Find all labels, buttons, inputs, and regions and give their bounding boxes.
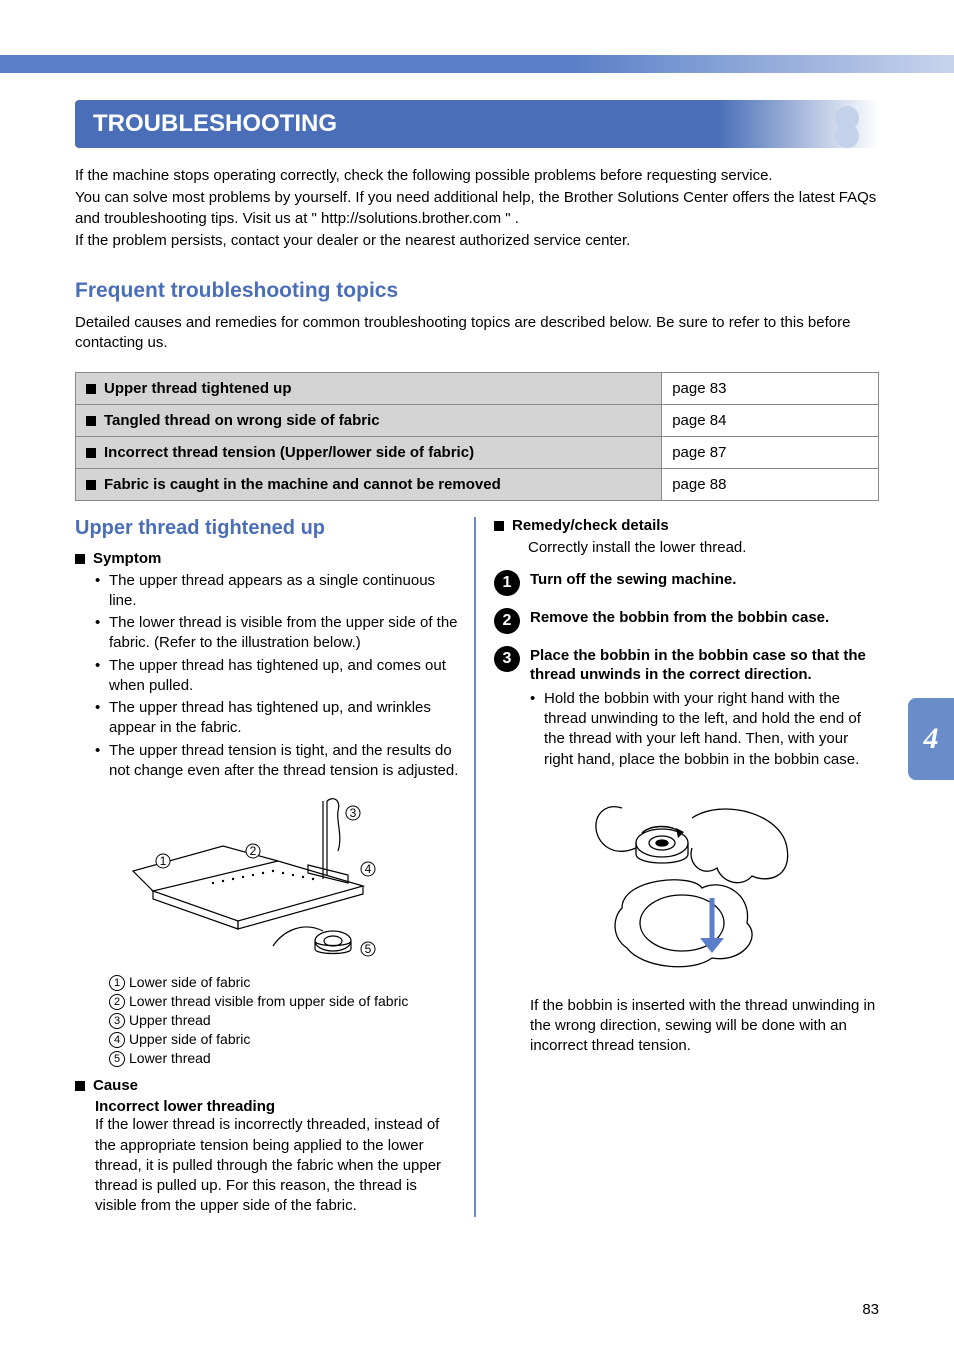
table-row: Fabric is caught in the machine and cann… — [76, 468, 879, 500]
step-number-icon: 2 — [494, 608, 520, 634]
step-number-icon: 3 — [494, 646, 520, 672]
topic-page: page 83 — [662, 372, 879, 404]
page-number: 83 — [862, 1301, 879, 1318]
legend-text: Lower side of fabric — [129, 974, 250, 990]
svg-text:5: 5 — [364, 942, 371, 956]
step-title: Remove the bobbin from the bobbin case. — [530, 608, 879, 628]
cause-label-text: Cause — [93, 1077, 138, 1094]
frequent-topics-description: Detailed causes and remedies for common … — [75, 313, 879, 354]
chapter-tab: 4 — [908, 698, 954, 780]
legend-text: Lower thread — [129, 1050, 211, 1066]
list-item: The upper thread tension is tight, and t… — [109, 741, 460, 782]
main-heading: TROUBLESHOOTING — [75, 100, 879, 148]
remedy-intro: Correctly install the lower thread. — [494, 538, 879, 558]
bobbin-note: If the bobbin is inserted with the threa… — [494, 996, 879, 1057]
intro-paragraph: If the machine stops operating correctly… — [75, 166, 879, 251]
step-sub-item: Hold the bobbin with your right hand wit… — [544, 689, 879, 770]
topic-title: Tangled thread on wrong side of fabric — [104, 412, 380, 429]
heading-decoration-icon — [835, 106, 859, 142]
svg-text:3: 3 — [349, 806, 356, 820]
bobbin-diagram — [494, 788, 879, 982]
cause-label: Cause — [75, 1077, 460, 1094]
legend-text: Upper side of fabric — [129, 1031, 250, 1047]
step-title: Place the bobbin in the bobbin case so t… — [530, 646, 879, 685]
topic-page: page 87 — [662, 436, 879, 468]
topic-page: page 84 — [662, 404, 879, 436]
legend-num-icon: 1 — [109, 975, 125, 991]
cause-body: If the lower thread is incorrectly threa… — [75, 1115, 460, 1216]
symptom-list: The upper thread appears as a single con… — [75, 571, 460, 782]
step-2: 2 Remove the bobbin from the bobbin case… — [494, 608, 879, 634]
step-number-icon: 1 — [494, 570, 520, 596]
square-bullet-icon — [75, 554, 85, 564]
topic-title: Fabric is caught in the machine and cann… — [104, 476, 501, 493]
step-3: 3 Place the bobbin in the bobbin case so… — [494, 646, 879, 770]
svg-text:1: 1 — [159, 854, 166, 868]
right-column: Remedy/check details Correctly install t… — [494, 517, 879, 1217]
list-item: The upper thread has tightened up, and w… — [109, 698, 460, 739]
square-bullet-icon — [86, 384, 96, 394]
page-header-bar — [0, 0, 954, 70]
square-bullet-icon — [86, 480, 96, 490]
topic-title: Upper thread tightened up — [104, 380, 292, 397]
list-item: The upper thread appears as a single con… — [109, 571, 460, 612]
legend-text: Upper thread — [129, 1012, 211, 1028]
symptom-label: Symptom — [75, 550, 460, 567]
main-heading-text: TROUBLESHOOTING — [93, 110, 337, 137]
left-column: Upper thread tightened up Symptom The up… — [75, 517, 476, 1217]
table-row: Upper thread tightened up page 83 — [76, 372, 879, 404]
list-item: The lower thread is visible from the upp… — [109, 613, 460, 654]
section-heading: Upper thread tightened up — [75, 517, 460, 540]
legend-num-icon: 3 — [109, 1013, 125, 1029]
cause-title: Incorrect lower threading — [75, 1098, 460, 1115]
square-bullet-icon — [75, 1081, 85, 1091]
symptom-label-text: Symptom — [93, 550, 161, 567]
legend-num-icon: 2 — [109, 994, 125, 1010]
table-row: Incorrect thread tension (Upper/lower si… — [76, 436, 879, 468]
legend-text: Lower thread visible from upper side of … — [129, 993, 408, 1009]
svg-text:2: 2 — [249, 844, 256, 858]
thread-diagram: 1 2 3 4 5 — [75, 791, 460, 965]
legend-num-icon: 4 — [109, 1032, 125, 1048]
step-1: 1 Turn off the sewing machine. — [494, 570, 879, 596]
square-bullet-icon — [86, 416, 96, 426]
intro-line: If the machine stops operating correctly… — [75, 166, 879, 186]
topic-title: Incorrect thread tension (Upper/lower si… — [104, 444, 474, 461]
list-item: The upper thread has tightened up, and c… — [109, 656, 460, 697]
topics-table: Upper thread tightened up page 83 Tangle… — [75, 372, 879, 501]
svg-text:4: 4 — [364, 862, 371, 876]
frequent-topics-heading: Frequent troubleshooting topics — [75, 279, 879, 303]
intro-line: You can solve most problems by yourself.… — [75, 188, 879, 229]
diagram-legend: 1Lower side of fabric 2Lower thread visi… — [75, 973, 460, 1067]
step-title: Turn off the sewing machine. — [530, 570, 879, 590]
intro-line: If the problem persists, contact your de… — [75, 231, 879, 251]
topic-page: page 88 — [662, 468, 879, 500]
remedy-label: Remedy/check details — [494, 517, 879, 534]
remedy-label-text: Remedy/check details — [512, 517, 669, 534]
legend-num-icon: 5 — [109, 1051, 125, 1067]
square-bullet-icon — [86, 448, 96, 458]
square-bullet-icon — [494, 521, 504, 531]
table-row: Tangled thread on wrong side of fabric p… — [76, 404, 879, 436]
